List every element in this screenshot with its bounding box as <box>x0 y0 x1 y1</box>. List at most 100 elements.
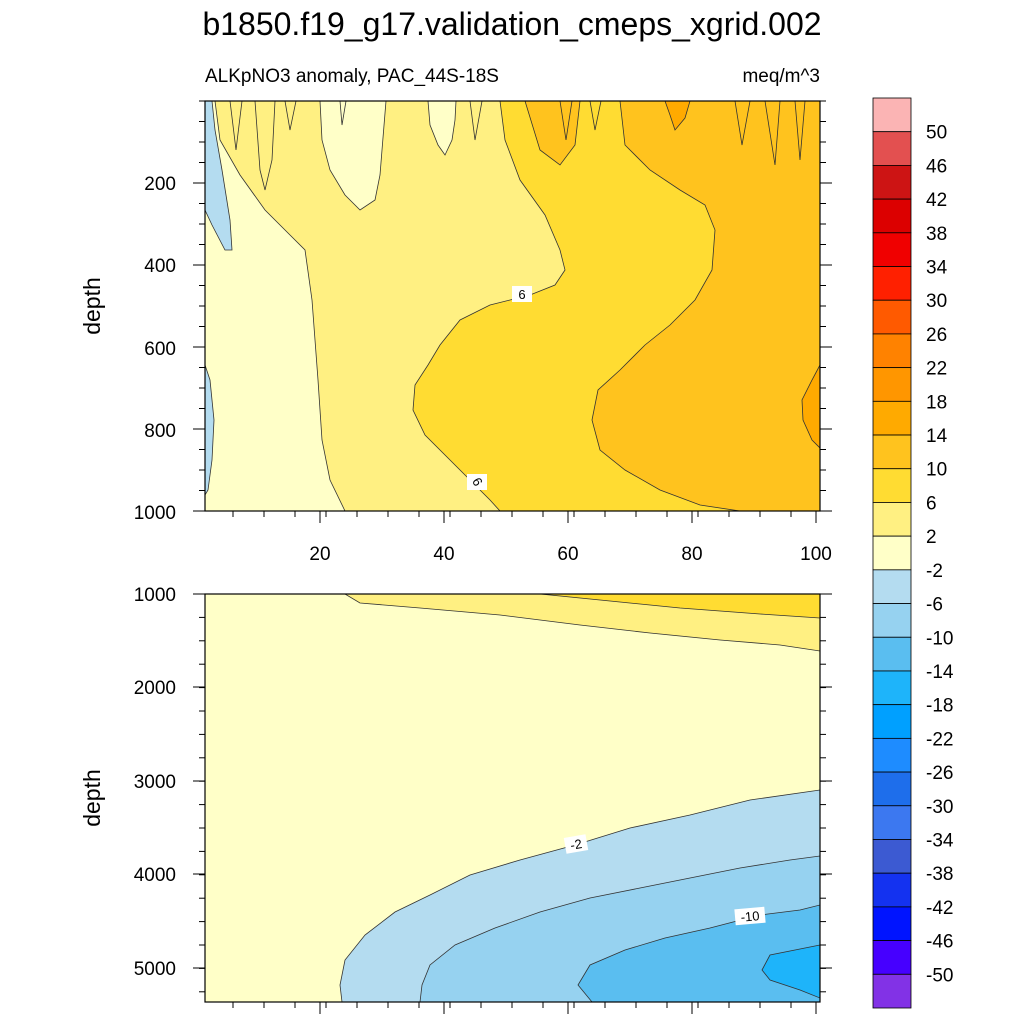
colorbar-level-label: 30 <box>926 291 947 312</box>
colorbar-swatch <box>872 468 912 503</box>
colorbar-level-label: 6 <box>926 493 937 514</box>
colorbar-swatch <box>872 973 912 1009</box>
colorbar-swatch <box>872 266 912 301</box>
colorbar-swatch <box>872 434 912 470</box>
colorbar-level-label: 2 <box>926 527 937 548</box>
contour-label-neg2: -2 <box>569 836 583 853</box>
lower-x-ticks <box>319 1002 817 1014</box>
x-tick-20: 20 <box>309 544 330 565</box>
colorbar-level-label: 18 <box>926 392 947 413</box>
colorbar-swatch <box>872 940 912 975</box>
colorbar-level-label: -42 <box>926 898 953 919</box>
upper-y-axis: 200 400 600 800 1000 depth <box>79 174 832 524</box>
lower-contour-fills: -2 -10 <box>205 594 820 1002</box>
colorbar-level-label: -46 <box>926 932 953 953</box>
contour-label-neg10: -10 <box>740 908 760 925</box>
upper-contour-fills: 6 6 <box>205 101 820 511</box>
x-tick-80: 80 <box>681 544 702 565</box>
colorbar-swatch <box>872 131 912 166</box>
colorbar-level-label: 34 <box>926 258 948 279</box>
y-tick-3000: 3000 <box>134 772 176 793</box>
colorbar-swatch <box>872 603 912 638</box>
colorbar-swatch <box>872 502 912 537</box>
colorbar-level-label: -50 <box>926 965 953 986</box>
colorbar-level-label: 46 <box>926 156 947 177</box>
band-neg14-to-neg10 <box>577 904 820 1002</box>
colorbar-swatch <box>872 400 912 436</box>
colorbar-level-label: 42 <box>926 190 947 211</box>
colorbar-swatch <box>872 670 912 706</box>
colorbar-level-label: 50 <box>926 123 947 144</box>
colorbar-swatch <box>872 636 912 672</box>
colorbar-swatch <box>872 535 912 571</box>
colorbar-level-label: -2 <box>926 561 943 582</box>
upper-y-axis-label: depth <box>79 277 105 335</box>
colorbar-swatch <box>872 839 912 874</box>
band-neg6-to-neg2-strip-mid <box>205 364 215 496</box>
y-tick-600: 600 <box>144 339 176 360</box>
chart-title: b1850.f19_g17.validation_cmeps_xgrid.002 <box>202 6 821 42</box>
contour-label-box-2 <box>467 474 487 490</box>
y-tick-800: 800 <box>144 421 176 442</box>
colorbar-swatch <box>872 771 912 807</box>
band-neg18-to-neg14 <box>761 944 820 999</box>
lower-y-axis: 1000 2000 3000 4000 5000 depth <box>79 585 832 980</box>
band-neg2-to-2-top <box>319 101 387 211</box>
band-neg2-to-2-top2 <box>427 101 457 156</box>
colorbar-swatch <box>872 97 912 133</box>
band-14-to-18-right <box>801 364 820 449</box>
colorbar-swatch <box>872 165 912 200</box>
band-10-to-14 <box>524 101 820 511</box>
colorbar-level-label: -26 <box>926 763 953 784</box>
colorbar-level-label: -6 <box>926 595 943 616</box>
colorbar: 50 46 42 38 34 30 26 22 18 14 10 6 2 -2 -6 -10 -14 -18 -22… <box>872 97 954 1009</box>
band-14-to-18-top <box>664 101 691 131</box>
x-tick-60: 60 <box>557 544 578 565</box>
colorbar-level-label: -34 <box>926 830 954 851</box>
colorbar-level-label: 26 <box>926 325 947 346</box>
contour-label-box-3 <box>563 834 589 854</box>
colorbar-swatch <box>872 333 912 369</box>
colorbar-swatch <box>872 367 912 402</box>
colorbar-level-label: 22 <box>926 359 947 380</box>
colorbar-swatch <box>872 198 912 234</box>
band-neg2-to-2-left <box>205 101 346 511</box>
top-spikes <box>229 101 806 191</box>
colorbar-swatch <box>872 872 912 908</box>
colorbar-level-label: -14 <box>926 662 954 683</box>
colorbar-swatch <box>872 737 912 773</box>
colorbar-swatch <box>872 805 912 840</box>
colorbar-swatch <box>872 704 912 739</box>
y-tick-2000: 2000 <box>134 678 176 699</box>
colorbar-swatch <box>872 299 912 335</box>
x-tick-100: 100 <box>800 544 832 565</box>
subtitle-left: ALKpNO3 anomaly, PAC_44S-18S <box>205 66 499 87</box>
colorbar-level-label: 38 <box>926 224 947 245</box>
colorbar-level-label: -10 <box>926 628 953 649</box>
colorbar-level-label: -38 <box>926 864 953 885</box>
subtitle-right: meq/m^3 <box>742 66 820 87</box>
y-tick-1000-lower: 1000 <box>134 585 176 606</box>
contour-label-box-4 <box>734 906 766 926</box>
y-tick-200: 200 <box>144 174 176 195</box>
y-tick-5000: 5000 <box>134 959 176 980</box>
colorbar-level-label: -22 <box>926 729 953 750</box>
colorbar-level-label: 14 <box>926 426 948 447</box>
upper-x-axis: 20 40 60 80 100 <box>309 511 832 565</box>
colorbar-swatch <box>872 906 912 941</box>
colorbar-swatch <box>872 232 912 267</box>
lower-y-axis-label: depth <box>79 769 105 827</box>
colorbar-level-label: -18 <box>926 696 953 717</box>
colorbar-level-label: 10 <box>926 460 947 481</box>
y-tick-400: 400 <box>144 256 176 277</box>
colorbar-swatch <box>872 569 912 604</box>
x-tick-40: 40 <box>433 544 454 565</box>
band-6-to-10 <box>539 594 820 619</box>
contour-label-6-upper: 6 <box>518 287 525 302</box>
contour-label-box-1 <box>512 286 532 302</box>
y-tick-1000: 1000 <box>134 503 176 524</box>
colorbar-level-label: -30 <box>926 797 953 818</box>
band-neg6-to-neg2-strip-top <box>205 101 233 251</box>
y-tick-4000: 4000 <box>134 865 176 886</box>
